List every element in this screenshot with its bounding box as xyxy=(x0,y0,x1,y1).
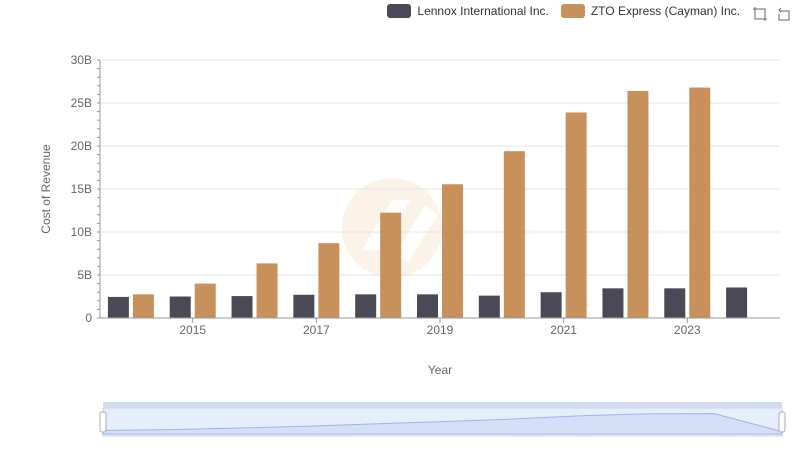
bar-lennox-2020[interactable] xyxy=(478,295,500,318)
bar-zto-2018[interactable] xyxy=(380,212,402,318)
y-tick-label: 0 xyxy=(85,311,92,325)
bar-lennox-2022[interactable] xyxy=(602,288,624,318)
bar-zto-2023[interactable] xyxy=(689,87,711,319)
bar-zto-2016[interactable] xyxy=(256,263,278,318)
restore-icon[interactable] xyxy=(776,6,792,22)
bar-zto-2019[interactable] xyxy=(442,184,463,318)
bar-lennox-2023[interactable] xyxy=(664,288,686,318)
bar-lennox-2016[interactable] xyxy=(231,296,253,318)
x-tick-label: 2015 xyxy=(179,323,206,337)
x-tick-label: 2017 xyxy=(303,323,330,337)
y-axis-label: Cost of Revenue xyxy=(39,144,53,234)
legend-item-lennox[interactable]: Lennox International Inc. xyxy=(387,4,549,18)
x-tick-label: 2021 xyxy=(550,323,577,337)
legend-swatch-lennox xyxy=(387,4,412,18)
bar-zto-2017[interactable] xyxy=(318,243,340,318)
legend: Lennox International Inc. ZTO Express (C… xyxy=(387,4,740,18)
bar-zto-2022[interactable] xyxy=(627,90,649,319)
bar-lennox-2019[interactable] xyxy=(417,294,438,318)
bars xyxy=(107,87,748,319)
legend-label-lennox: Lennox International Inc. xyxy=(417,4,549,18)
x-axis: 2015 2017 2019 2021 2023 xyxy=(100,317,780,337)
zoom-handle-left[interactable] xyxy=(99,411,107,433)
zoom-handle-right[interactable] xyxy=(778,411,786,433)
bar-lennox-2018[interactable] xyxy=(355,294,377,318)
legend-swatch-zto xyxy=(560,4,585,18)
y-tick-label: 30B xyxy=(71,53,92,67)
x-tick-label: 2019 xyxy=(427,323,454,337)
legend-item-zto[interactable]: ZTO Express (Cayman) Inc. xyxy=(560,4,740,18)
y-tick-label: 5B xyxy=(77,268,92,282)
bar-lennox-2021[interactable] xyxy=(540,292,562,318)
bar-lennox-2024[interactable] xyxy=(726,287,748,318)
bar-lennox-2014[interactable] xyxy=(107,296,129,318)
bar-lennox-2017[interactable] xyxy=(293,294,315,318)
bar-lennox-2015[interactable] xyxy=(169,296,191,319)
bar-zto-2015[interactable] xyxy=(194,283,216,318)
y-tick-label: 15B xyxy=(71,182,92,196)
x-tick-label: 2023 xyxy=(674,323,701,337)
y-tick-label: 10B xyxy=(71,225,92,239)
zoom-icon[interactable] xyxy=(752,6,768,22)
bar-zto-2020[interactable] xyxy=(503,151,525,318)
toolbox xyxy=(752,6,792,22)
y-tick-label: 20B xyxy=(71,139,92,153)
zoom-preview-line xyxy=(102,413,783,435)
bar-zto-2014[interactable] xyxy=(132,294,154,318)
legend-label-zto: ZTO Express (Cayman) Inc. xyxy=(590,4,740,18)
bar-zto-2021[interactable] xyxy=(565,112,587,319)
data-zoom-slider[interactable] xyxy=(99,402,786,437)
x-axis-label: Year xyxy=(428,363,452,377)
y-tick-label: 25B xyxy=(71,96,92,110)
grid-lines xyxy=(100,59,780,319)
y-axis: 0 5B 10B 15B 20B 25B 30B xyxy=(71,53,101,325)
